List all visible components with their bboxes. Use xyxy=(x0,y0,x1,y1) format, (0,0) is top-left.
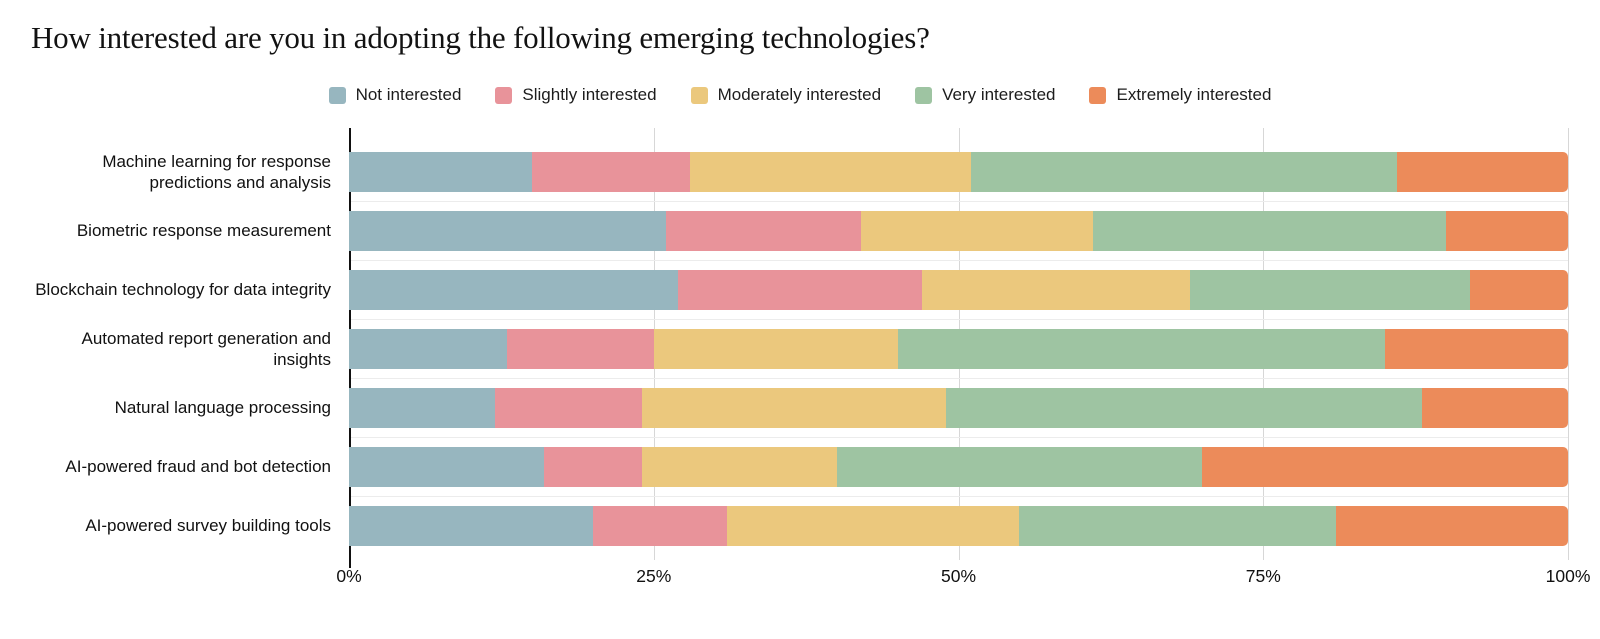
legend-swatch-icon xyxy=(328,86,346,104)
bar-segment xyxy=(349,505,593,546)
legend: Not interested Slightly interested Moderat… xyxy=(0,85,1600,105)
bar-segment xyxy=(946,387,1422,428)
stacked-bar xyxy=(349,210,1568,251)
bar-row: AI-powered fraud and bot detection xyxy=(30,437,1568,496)
bar-segment xyxy=(1446,210,1568,251)
bar-segment xyxy=(349,210,666,251)
legend-label: Not interested xyxy=(355,85,462,104)
legend-swatch-icon xyxy=(1089,86,1107,104)
category-label: Automated report generation and insights xyxy=(81,328,331,369)
bar-segment xyxy=(690,151,971,192)
x-tick-label: 100% xyxy=(1545,566,1591,586)
bar-segment xyxy=(1019,505,1337,546)
gridline xyxy=(1568,128,1569,560)
bar-segment xyxy=(860,210,1093,251)
legend-swatch-icon xyxy=(915,86,933,104)
category-label: AI-powered fraud and bot detection xyxy=(65,457,331,476)
category-label: Machine learning for response prediction… xyxy=(102,151,331,192)
category-label: Biometric response measurement xyxy=(76,221,331,240)
bar-segment xyxy=(1421,387,1568,428)
x-axis: 0% 25% 50% 75% 100% xyxy=(336,566,1590,590)
legend-item: Extremely interested xyxy=(1089,85,1271,105)
bar-segment xyxy=(507,328,654,369)
bar-segment xyxy=(349,387,496,428)
bar-segment xyxy=(349,328,508,369)
bar-segment xyxy=(495,387,642,428)
stacked-bar xyxy=(349,151,1568,192)
legend-item: Moderately interested xyxy=(690,85,882,105)
stacked-bar xyxy=(349,328,1568,369)
bar-segment xyxy=(1397,151,1568,192)
category-label: AI-powered survey building tools xyxy=(85,516,331,535)
bar-segment xyxy=(836,446,1203,487)
bar-segment xyxy=(1336,505,1568,546)
bar-segment xyxy=(897,328,1386,369)
stacked-bar xyxy=(349,505,1568,546)
bar-segment xyxy=(678,269,922,310)
bar-segment xyxy=(1385,328,1568,369)
bar-row: AI-powered survey building tools xyxy=(30,496,1568,555)
bar-segment xyxy=(921,269,1191,310)
bar-segment xyxy=(531,151,691,192)
legend-label: Extremely interested xyxy=(1116,85,1272,104)
category-label: Natural language processing xyxy=(114,398,331,417)
bar-segment xyxy=(349,269,679,310)
legend-item: Not interested xyxy=(328,85,462,105)
bar-segment xyxy=(1092,210,1447,251)
x-tick-label: 25% xyxy=(636,566,672,586)
bar-segment xyxy=(970,151,1398,192)
legend-item: Very interested xyxy=(915,85,1055,105)
bar-row: Biometric response measurement xyxy=(30,201,1568,260)
category-label: Blockchain technology for data integrity xyxy=(35,280,331,299)
bar-row: Machine learning for response prediction… xyxy=(30,142,1568,201)
bar-segment xyxy=(349,446,545,487)
row-separator-line xyxy=(349,378,1568,379)
bar-segment xyxy=(1202,446,1568,487)
bar-row: Blockchain technology for data integrity xyxy=(30,260,1568,319)
bar-segment xyxy=(1470,269,1568,310)
chart-title: How interested are you in adopting the f… xyxy=(31,20,930,55)
row-separator-line xyxy=(349,437,1568,438)
legend-swatch-icon xyxy=(495,86,513,104)
bar-segment xyxy=(544,446,642,487)
row-separator-line xyxy=(349,319,1568,320)
bar-segment xyxy=(726,505,1020,546)
bar-segment xyxy=(653,328,898,369)
stacked-bar xyxy=(349,446,1568,487)
row-separator-line xyxy=(349,496,1568,497)
row-separator-line xyxy=(349,201,1568,202)
x-tick-label: 0% xyxy=(336,566,362,586)
stacked-bar xyxy=(349,269,1568,310)
bar-rows: Machine learning for response prediction… xyxy=(30,142,1568,555)
bar-segment xyxy=(1190,269,1471,310)
bar-row: Natural language processing xyxy=(30,378,1568,437)
stacked-bar xyxy=(349,387,1568,428)
legend-label: Very interested xyxy=(942,85,1056,104)
x-tick-label: 75% xyxy=(1245,566,1281,586)
row-separator-line xyxy=(349,260,1568,261)
bar-segment xyxy=(349,151,532,192)
legend-label: Moderately interested xyxy=(717,85,882,104)
bar-segment xyxy=(641,387,947,428)
bar-segment xyxy=(641,446,837,487)
bar-row: Automated report generation and insights xyxy=(30,319,1568,378)
legend-item: Slightly interested xyxy=(495,85,657,105)
legend-label: Slightly interested xyxy=(522,85,657,104)
legend-swatch-icon xyxy=(690,86,708,104)
x-tick-label: 50% xyxy=(940,566,977,586)
bar-segment xyxy=(665,210,861,251)
bar-segment xyxy=(592,505,727,546)
